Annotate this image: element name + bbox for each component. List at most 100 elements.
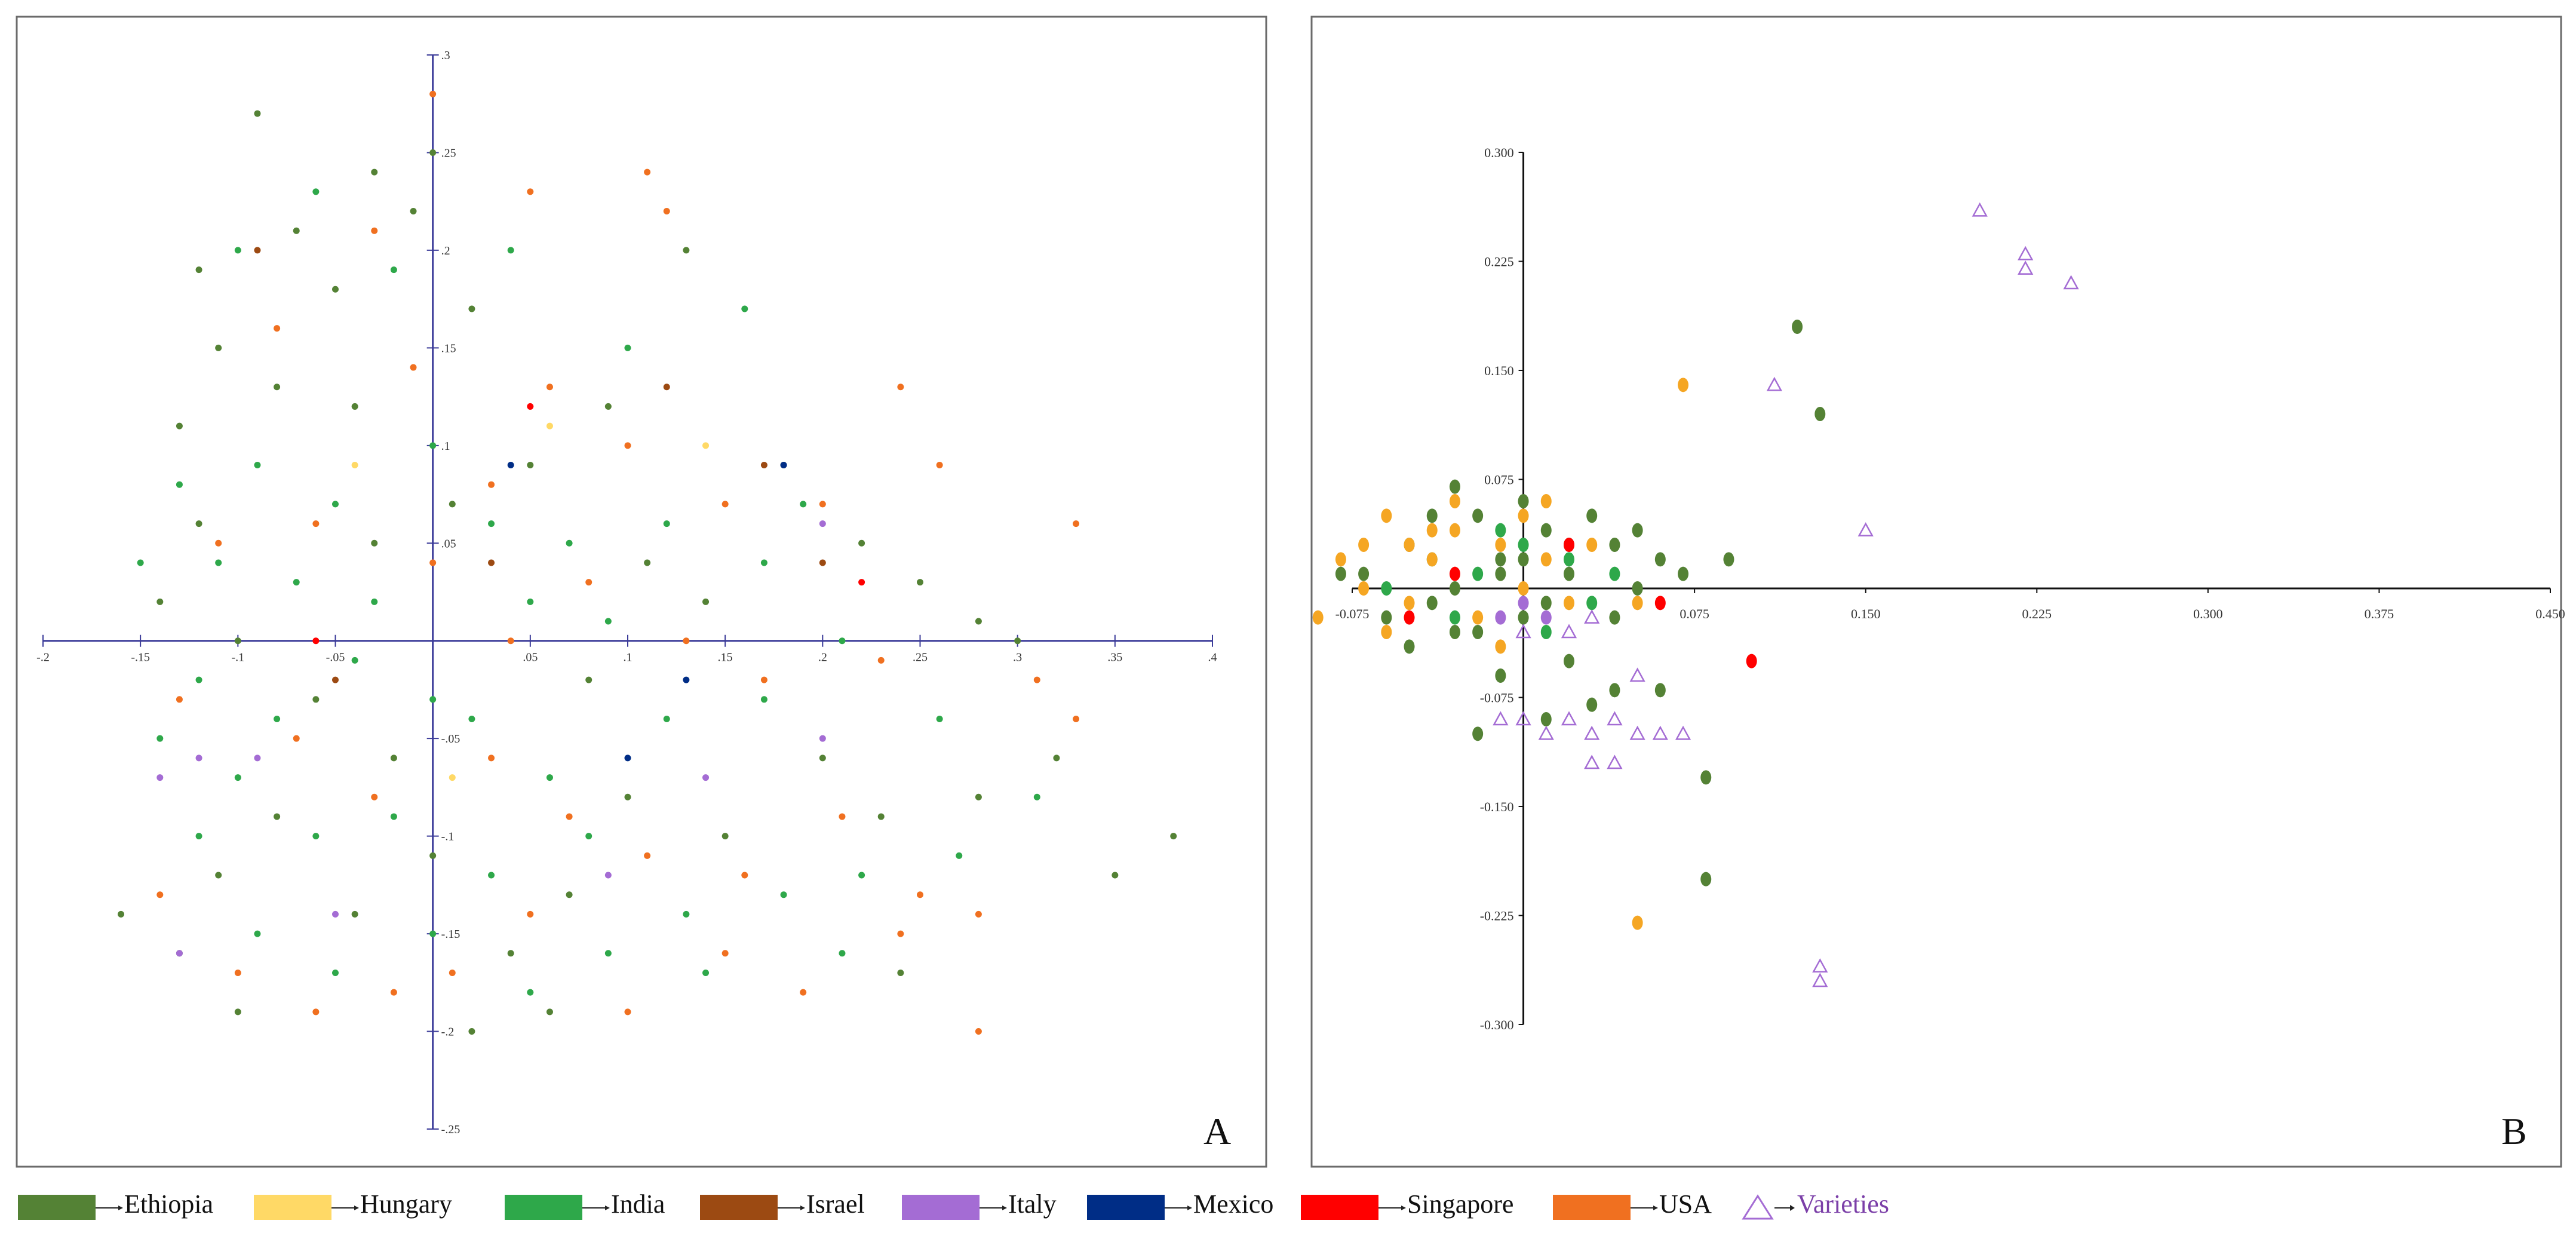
point-italy bbox=[254, 754, 261, 762]
point-usa bbox=[624, 442, 631, 449]
point-ethiopia bbox=[1678, 566, 1689, 581]
y-tick-label: -.2 bbox=[441, 1026, 455, 1039]
legend-label-usa: USA bbox=[1659, 1189, 1712, 1219]
point-varieties bbox=[1515, 624, 1531, 639]
point-usa bbox=[1033, 676, 1040, 683]
point-usa bbox=[215, 539, 222, 547]
point-india bbox=[234, 774, 241, 781]
x-tick-label: .15 bbox=[718, 651, 733, 664]
legend-label-ethiopia: Ethiopia bbox=[124, 1189, 213, 1219]
legend-arrowhead bbox=[118, 1206, 123, 1210]
point-ethiopia bbox=[1472, 508, 1484, 523]
point-india bbox=[780, 891, 787, 898]
point-ethiopia bbox=[1563, 654, 1574, 668]
point-usa bbox=[1073, 520, 1080, 527]
point-india bbox=[195, 833, 202, 840]
point-ethiopia bbox=[1518, 610, 1529, 625]
point-india bbox=[956, 852, 963, 859]
legend-swatch-india bbox=[505, 1195, 582, 1220]
point-italy bbox=[1495, 610, 1506, 625]
point-varieties bbox=[1766, 376, 1782, 391]
point-ethiopia bbox=[1540, 596, 1552, 611]
point-india bbox=[312, 188, 320, 195]
point-ethiopia bbox=[1495, 552, 1506, 567]
point-ethiopia bbox=[1563, 566, 1574, 581]
x-tick-label: .05 bbox=[523, 651, 538, 664]
y-tick-label: .15 bbox=[441, 342, 456, 355]
x-tick-label: .4 bbox=[1208, 651, 1217, 664]
point-india bbox=[293, 579, 300, 586]
point-india bbox=[839, 637, 846, 645]
point-india bbox=[234, 247, 241, 254]
point-ethiopia bbox=[1449, 479, 1460, 494]
point-singapore bbox=[1654, 596, 1666, 611]
point-varieties bbox=[1607, 711, 1623, 726]
point-ethiopia bbox=[410, 208, 417, 215]
x-tick-label: -.2 bbox=[36, 651, 50, 664]
point-ethiopia bbox=[312, 696, 320, 703]
point-usa bbox=[585, 579, 592, 586]
point-ethiopia bbox=[1426, 508, 1438, 523]
legend-label-hungary: Hungary bbox=[360, 1189, 452, 1219]
point-varieties bbox=[1538, 725, 1554, 740]
x-tick-label: -0.075 bbox=[1335, 606, 1370, 621]
point-india bbox=[1586, 596, 1598, 611]
point-ethiopia bbox=[1632, 523, 1643, 538]
point-usa bbox=[644, 852, 651, 859]
point-india bbox=[936, 715, 943, 722]
x-tick-label: 0.150 bbox=[1851, 606, 1881, 621]
point-ethiopia bbox=[1472, 625, 1484, 639]
legend-arrowhead bbox=[1790, 1205, 1795, 1211]
point-india bbox=[663, 520, 670, 527]
point-usa bbox=[1381, 508, 1392, 523]
point-ethiopia bbox=[1495, 668, 1506, 683]
point-varieties bbox=[1652, 725, 1668, 740]
point-italy bbox=[332, 910, 339, 918]
panel-a-frame bbox=[16, 16, 1267, 1168]
point-varieties bbox=[1812, 958, 1828, 973]
point-india bbox=[858, 872, 865, 879]
point-usa bbox=[390, 989, 397, 996]
point-italy bbox=[195, 754, 202, 762]
legend-arrowhead bbox=[1653, 1206, 1658, 1210]
point-usa bbox=[975, 910, 982, 918]
point-india bbox=[566, 539, 573, 547]
point-ethiopia bbox=[195, 520, 202, 527]
legend-label-varieties: Varieties bbox=[1797, 1189, 1889, 1219]
point-singapore bbox=[312, 637, 320, 645]
point-mexico bbox=[624, 754, 631, 762]
point-ethiopia bbox=[585, 676, 592, 683]
x-tick-label: 0.300 bbox=[2193, 606, 2223, 621]
point-india bbox=[371, 598, 378, 605]
legend-swatch-italy bbox=[902, 1195, 980, 1220]
point-usa bbox=[1312, 610, 1324, 625]
y-tick-label: -0.225 bbox=[1480, 909, 1514, 924]
point-usa bbox=[312, 1008, 320, 1016]
point-india bbox=[215, 559, 222, 566]
point-ethiopia bbox=[1792, 320, 1803, 334]
point-usa bbox=[1358, 581, 1370, 596]
point-india bbox=[1449, 610, 1460, 625]
point-usa bbox=[312, 520, 320, 527]
x-tick-label: .1 bbox=[624, 651, 633, 664]
point-israel bbox=[819, 559, 826, 566]
y-tick-label: 0.075 bbox=[1484, 473, 1514, 487]
legend-swatch-singapore bbox=[1301, 1195, 1378, 1220]
point-ethiopia bbox=[274, 813, 281, 820]
point-usa bbox=[839, 813, 846, 820]
point-usa bbox=[1540, 552, 1552, 567]
point-varieties bbox=[1515, 711, 1531, 726]
legend-label-italy: Italy bbox=[1008, 1189, 1057, 1219]
y-tick-label: -0.075 bbox=[1480, 691, 1514, 706]
point-india bbox=[390, 813, 397, 820]
point-singapore bbox=[1563, 538, 1574, 552]
point-india bbox=[1033, 793, 1040, 800]
point-ethiopia bbox=[975, 793, 982, 800]
point-usa bbox=[1518, 508, 1529, 523]
point-usa bbox=[1563, 596, 1574, 611]
point-varieties bbox=[1584, 754, 1600, 769]
point-india bbox=[527, 598, 534, 605]
point-india bbox=[741, 305, 748, 312]
point-ethiopia bbox=[877, 813, 885, 820]
point-israel bbox=[254, 247, 261, 254]
